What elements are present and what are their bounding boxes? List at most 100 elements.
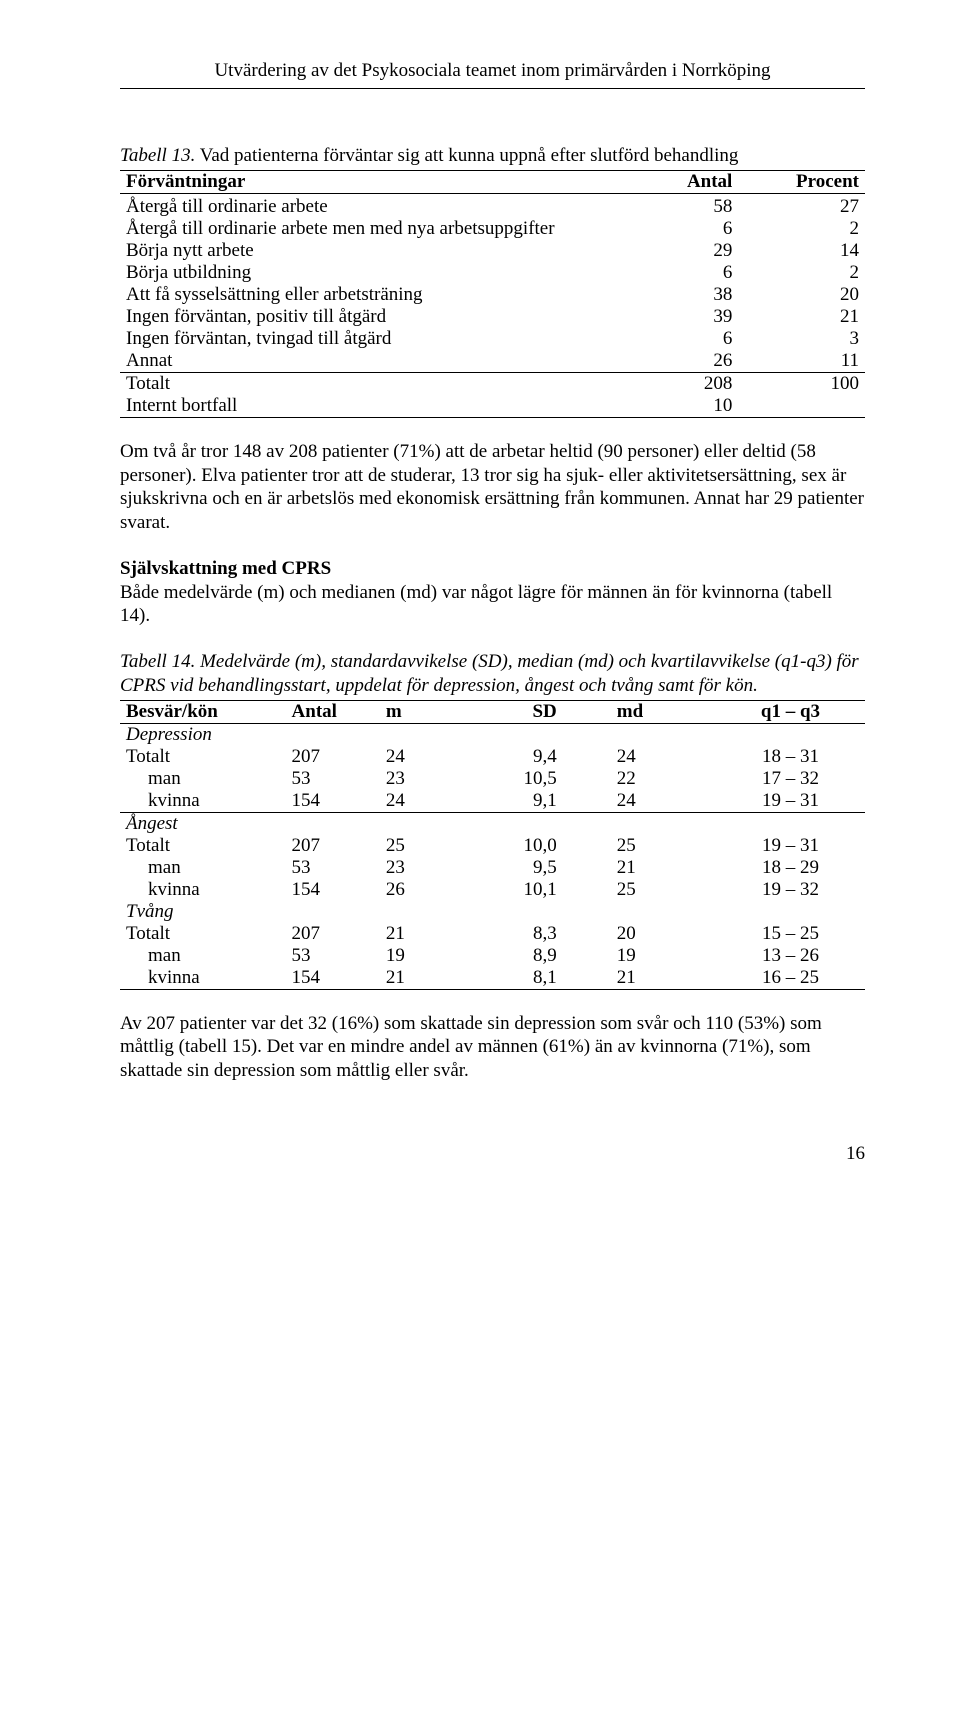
table14-caption-prefix: Tabell 14.: [120, 651, 195, 672]
cell-q: 13 – 26: [716, 945, 865, 967]
cell-q: 16 – 25: [716, 967, 865, 990]
table-row: man53198,91913 – 26: [120, 945, 865, 967]
cell-label: Ingen förväntan, tvingad till åtgärd: [120, 328, 612, 350]
table-row: Återgå till ordinarie arbete5827: [120, 193, 865, 218]
table-row: Totalt2072510,02519 – 31: [120, 835, 865, 857]
cell-procent: 2: [738, 262, 865, 284]
table-row: kvinna154218,12116 – 25: [120, 967, 865, 990]
cell-antal: 207: [262, 835, 366, 857]
cell-m: 26: [366, 879, 470, 901]
page: Utvärdering av det Psykosociala teamet i…: [0, 0, 960, 1205]
cell-sd: 8,1: [470, 967, 597, 990]
cell-sd: 9,5: [470, 857, 597, 879]
cell-antal: 38: [612, 284, 739, 306]
table-row: Totalt207249,42418 – 31: [120, 746, 865, 768]
cell-label: Totalt: [120, 835, 262, 857]
table-total-row: Totalt208100: [120, 372, 865, 395]
cell-antal: 6: [612, 262, 739, 284]
cell-md: 25: [597, 879, 716, 901]
table-row: Återgå till ordinarie arbete men med nya…: [120, 218, 865, 240]
cell-label: Totalt: [120, 923, 262, 945]
group-name: Depression: [120, 723, 865, 746]
table13-caption: Tabell 13. Vad patienterna förväntar sig…: [120, 144, 865, 168]
cell-sd: 9,1: [470, 790, 597, 813]
section-cprs: Självskattning med CPRS Både medelvärde …: [120, 557, 865, 628]
table-row: kvinna154249,12419 – 31: [120, 790, 865, 813]
page-number: 16: [120, 1143, 865, 1165]
cell-md: 21: [597, 967, 716, 990]
cell-m: 21: [366, 923, 470, 945]
table13: Förväntningar Antal Procent Återgå till …: [120, 170, 865, 418]
cell-m: 24: [366, 746, 470, 768]
cell-antal: 6: [612, 328, 739, 350]
para-1: Om två år tror 148 av 208 patienter (71%…: [120, 440, 865, 535]
table13-caption-rest: Vad patienterna förväntar sig att kunna …: [195, 145, 738, 166]
cell-label: Att få sysselsättning eller arbetstränin…: [120, 284, 612, 306]
section-cprs-title: Självskattning med CPRS: [120, 558, 331, 579]
table14-h2: Antal: [262, 700, 366, 723]
cell-antal: 10: [612, 395, 739, 418]
cell-label: Totalt: [120, 372, 612, 395]
table-row: Börja utbildning62: [120, 262, 865, 284]
cell-label: kvinna: [120, 790, 262, 813]
table14-h3: m: [366, 700, 470, 723]
table13-h1: Förväntningar: [120, 170, 612, 193]
table14-caption: Tabell 14. Medelvärde (m), standardavvik…: [120, 650, 865, 698]
cell-md: 25: [597, 835, 716, 857]
table-row: man53239,52118 – 29: [120, 857, 865, 879]
cell-label: man: [120, 768, 262, 790]
running-head-rule: [120, 88, 865, 89]
cell-q: 17 – 32: [716, 768, 865, 790]
cell-label: Börja nytt arbete: [120, 240, 612, 262]
cell-antal: 6: [612, 218, 739, 240]
table13-caption-prefix: Tabell 13.: [120, 145, 195, 166]
table-row: kvinna1542610,12519 – 32: [120, 879, 865, 901]
cell-antal: 53: [262, 945, 366, 967]
table14: Besvär/kön Antal m SD md q1 – q3 Depress…: [120, 700, 865, 990]
table14-caption-rest: Medelvärde (m), standardavvikelse (SD), …: [120, 651, 859, 696]
cell-label: Börja utbildning: [120, 262, 612, 284]
cell-antal: 154: [262, 879, 366, 901]
table13-h3: Procent: [738, 170, 865, 193]
table-row: Annat2611: [120, 350, 865, 373]
cell-q: 19 – 32: [716, 879, 865, 901]
table-row: Att få sysselsättning eller arbetstränin…: [120, 284, 865, 306]
cell-md: 24: [597, 746, 716, 768]
cell-antal: 154: [262, 790, 366, 813]
cell-label: Återgå till ordinarie arbete men med nya…: [120, 218, 612, 240]
cell-procent: 20: [738, 284, 865, 306]
cell-md: 22: [597, 768, 716, 790]
cell-label: man: [120, 857, 262, 879]
cell-md: 24: [597, 790, 716, 813]
table-row: Totalt207218,32015 – 25: [120, 923, 865, 945]
cell-m: 23: [366, 857, 470, 879]
table14-h4: SD: [470, 700, 597, 723]
cell-antal: 58: [612, 193, 739, 218]
cell-label: Ingen förväntan, positiv till åtgärd: [120, 306, 612, 328]
group-name: Ångest: [120, 812, 865, 835]
table13-h2: Antal: [612, 170, 739, 193]
table-row: Ingen förväntan, tvingad till åtgärd63: [120, 328, 865, 350]
cell-sd: 10,1: [470, 879, 597, 901]
table-group-row: Depression: [120, 723, 865, 746]
table-group-row: Tvång: [120, 901, 865, 923]
cell-label: kvinna: [120, 967, 262, 990]
cell-m: 21: [366, 967, 470, 990]
cell-sd: 10,0: [470, 835, 597, 857]
cell-antal: 29: [612, 240, 739, 262]
cell-antal: 39: [612, 306, 739, 328]
para-2: Av 207 patienter var det 32 (16%) som sk…: [120, 1012, 865, 1083]
cell-procent: 14: [738, 240, 865, 262]
cell-antal: 208: [612, 372, 739, 395]
cell-procent: [738, 395, 865, 418]
cell-q: 19 – 31: [716, 790, 865, 813]
table14-h5: md: [597, 700, 716, 723]
table-row: man532310,52217 – 32: [120, 768, 865, 790]
cell-antal: 53: [262, 768, 366, 790]
cell-procent: 3: [738, 328, 865, 350]
table-row: Ingen förväntan, positiv till åtgärd3921: [120, 306, 865, 328]
section-cprs-body: Både medelvärde (m) och medianen (md) va…: [120, 582, 832, 627]
running-head: Utvärdering av det Psykosociala teamet i…: [120, 60, 865, 82]
cell-antal: 53: [262, 857, 366, 879]
cell-antal: 26: [612, 350, 739, 373]
